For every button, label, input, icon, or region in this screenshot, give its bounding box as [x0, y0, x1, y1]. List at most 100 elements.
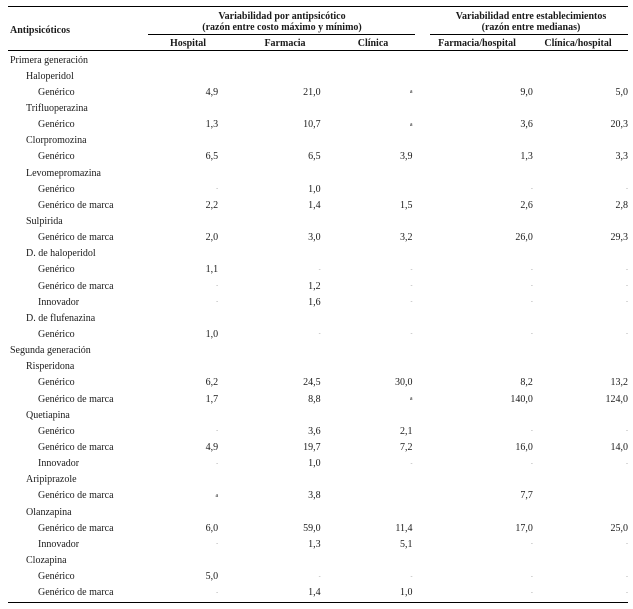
row-label: Genérico de marca	[38, 232, 114, 244]
drug-row: Clorpromozina	[8, 133, 628, 149]
clinica-hospital-cell	[533, 472, 628, 488]
hospital-cell: -	[216, 186, 219, 193]
header-bottom-rule	[8, 50, 628, 51]
farmacia-hospital-cell	[413, 213, 533, 229]
farmacia-hospital-cell: -	[530, 266, 533, 273]
row-label: Risperidona	[26, 361, 75, 373]
table-row: Genérico de marca 2,2 1,4 1,5 2,6 2,8	[8, 197, 628, 213]
clinica-cell: 2,1	[400, 425, 413, 437]
clinica-cell	[321, 181, 413, 197]
clinica-cell	[321, 310, 413, 326]
farmacia-cell	[218, 52, 320, 68]
hospital-cell	[158, 52, 218, 68]
row-label: Sulpirida	[26, 215, 63, 227]
clinica-hospital-cell	[533, 52, 628, 68]
farmacia-cell	[218, 407, 320, 423]
clinica-hospital-cell	[533, 100, 628, 116]
table-row: Genérico - 3,6 2,1 - -	[8, 423, 628, 439]
hospital-cell: 2,0	[205, 232, 219, 244]
farmacia-hospital-cell: -	[530, 589, 533, 596]
clinica-cell	[321, 472, 413, 488]
row-label: Innovador	[38, 538, 80, 550]
hospital-cell	[158, 213, 218, 229]
row-label: Aripiprazole	[26, 474, 77, 486]
clinica-cell: 3,9	[400, 151, 413, 163]
row-label: Genérico de marca	[38, 393, 114, 405]
clinica-cell	[321, 343, 413, 359]
hospital-cell: 6,2	[205, 377, 219, 389]
row-label: D. de haloperidol	[26, 248, 96, 260]
table-row: Innovador - 1,6 - - -	[8, 294, 628, 310]
clinica-cell: -	[410, 299, 413, 306]
hospital-cell	[158, 407, 218, 423]
row-label: D. de flufenazina	[26, 312, 96, 324]
farmacia-hospital-cell: 7,7	[520, 490, 533, 502]
clinica-hospital-cell	[533, 133, 628, 149]
table-row: Genérico 5,0 - - - -	[8, 569, 628, 585]
clinica-cell: 3,2	[400, 232, 413, 244]
farmacia-cell	[218, 165, 320, 181]
table-row: Genérico 1,1 - - - -	[8, 262, 628, 278]
row-label: Clozapina	[26, 554, 67, 566]
header-farmacia: Farmacia	[264, 38, 306, 49]
group2-underline	[430, 34, 628, 35]
table-row: Innovador - 1,0 - - -	[8, 456, 628, 472]
clinica-cell: 1,5	[400, 199, 413, 211]
farmacia-cell: 6,5	[308, 151, 321, 163]
row-label: Genérico	[38, 425, 75, 437]
drug-row: Clozapina	[8, 552, 628, 568]
farmacia-cell: 59,0	[303, 522, 321, 534]
row-label: Haloperidol	[26, 70, 74, 82]
farmacia-hospital-cell: -	[530, 573, 533, 580]
table-row: Genérico 4,9 21,0 a 9,0 5,0	[8, 84, 628, 100]
farmacia-hospital-cell	[413, 407, 533, 423]
section-row: Segunda generación	[8, 343, 628, 359]
clinica-cell: a	[409, 89, 413, 96]
clinica-cell: 30,0	[395, 377, 413, 389]
farmacia-cell: 3,0	[308, 232, 321, 244]
hospital-cell: 1,3	[205, 119, 219, 131]
farmacia-cell	[218, 68, 320, 84]
farmacia-cell: -	[318, 266, 321, 273]
drug-row: Levomepromazina	[8, 165, 628, 181]
farmacia-hospital-cell: -	[530, 460, 533, 467]
farmacia-hospital-cell	[413, 472, 533, 488]
group1-line2: (razón entre costo máximo y mínimo)	[202, 22, 362, 33]
table-row: Genérico 6,2 24,5 30,0 8,2 13,2	[8, 375, 628, 391]
row-label: Genérico de marca	[38, 199, 114, 211]
clinica-hospital-cell: 13,2	[610, 377, 629, 389]
clinica-cell	[321, 52, 413, 68]
clinica-cell: 5,1	[400, 538, 413, 550]
hospital-cell	[158, 343, 218, 359]
header-antipsicoticos: Antipsicóticos	[10, 25, 70, 36]
clinica-hospital-cell	[533, 246, 628, 262]
clinica-cell: a	[409, 121, 413, 128]
table-row: Genérico de marca a 3,8 7,7	[8, 488, 628, 504]
farmacia-hospital-cell	[413, 504, 533, 520]
table-row: Genérico de marca - 1,4 1,0 - -	[8, 585, 628, 601]
row-label: Genérico	[38, 571, 75, 583]
clinica-cell	[321, 100, 413, 116]
clinica-hospital-cell: 25,0	[610, 522, 629, 534]
farmacia-hospital-cell: 17,0	[515, 522, 533, 534]
clinica-hospital-cell	[533, 504, 628, 520]
row-label: Trifluoperazina	[26, 102, 88, 114]
clinica-cell	[321, 504, 413, 520]
hospital-cell: 1,1	[205, 264, 219, 276]
farmacia-cell: 24,5	[303, 377, 321, 389]
clinica-cell	[321, 213, 413, 229]
header-hospital: Hospital	[169, 38, 207, 49]
hospital-cell: -	[216, 299, 219, 306]
drug-row: Risperidona	[8, 359, 628, 375]
farmacia-hospital-cell	[413, 52, 533, 68]
row-label: Genérico	[38, 151, 75, 163]
clinica-hospital-cell	[533, 165, 628, 181]
clinica-cell	[321, 359, 413, 375]
farmacia-cell: 19,7	[303, 441, 321, 453]
farmacia-cell: 1,2	[308, 280, 321, 292]
farmacia-cell: 1,4	[308, 199, 321, 211]
clinica-hospital-cell	[533, 488, 628, 504]
farmacia-hospital-cell: 26,0	[515, 232, 533, 244]
farmacia-cell: 1,3	[308, 538, 321, 550]
row-label: Primera generación	[10, 54, 89, 66]
